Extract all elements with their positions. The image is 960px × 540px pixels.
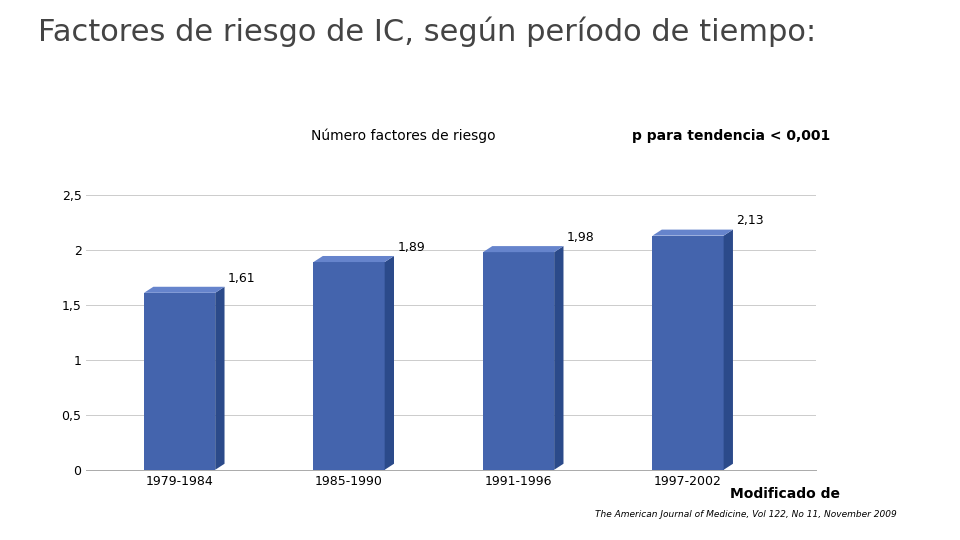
Polygon shape [144,293,215,470]
Polygon shape [144,287,225,293]
Text: 1,61: 1,61 [228,272,255,285]
Polygon shape [215,287,225,470]
Polygon shape [724,230,732,470]
Text: The American Journal of Medicine, Vol 122, No 11, November 2009: The American Journal of Medicine, Vol 12… [595,510,897,518]
Polygon shape [653,230,732,235]
Text: p para tendencia < 0,001: p para tendencia < 0,001 [632,129,830,143]
Polygon shape [653,235,724,470]
Text: Modificado de: Modificado de [730,487,840,501]
Polygon shape [554,246,564,470]
Text: Factores de riesgo de IC, según período de tiempo:: Factores de riesgo de IC, según período … [38,16,817,46]
Text: 2,13: 2,13 [736,214,764,227]
Polygon shape [483,252,554,470]
Polygon shape [385,256,394,470]
Polygon shape [483,246,564,252]
Text: 1,98: 1,98 [566,231,594,244]
Text: 1,89: 1,89 [397,241,425,254]
Polygon shape [314,262,385,470]
Text: Número factores de riesgo: Número factores de riesgo [311,129,495,143]
Polygon shape [314,256,394,262]
